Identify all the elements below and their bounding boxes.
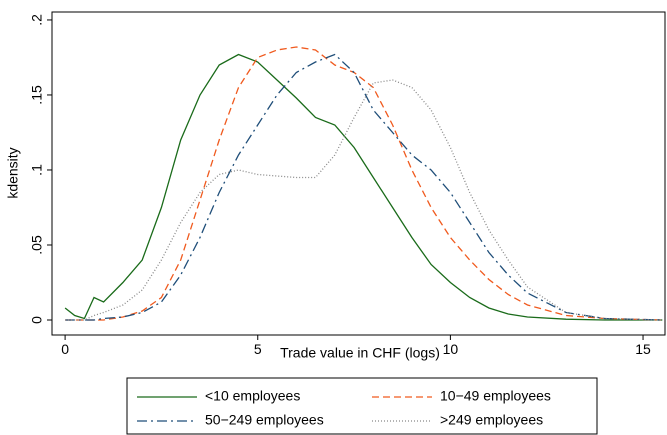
legend-label: >249 employees: [440, 412, 543, 428]
y-tick-label: .2: [29, 14, 45, 26]
x-axis-title: Trade value in CHF (logs): [280, 345, 440, 361]
series-line: [64, 53, 663, 321]
legend-label: 10−49 employees: [440, 388, 551, 404]
legend-label: 50−249 employees: [205, 412, 324, 428]
y-tick-label: .1: [29, 164, 45, 176]
y-tick-label: .05: [29, 235, 45, 255]
series-line: [65, 53, 663, 321]
y-tick-label: 0: [29, 316, 45, 324]
x-tick-label: 10: [443, 341, 459, 357]
plot-frame: [51, 11, 666, 336]
y-axis-title: kdensity: [5, 147, 21, 198]
legend-box: [126, 377, 598, 435]
x-tick-label: 5: [254, 341, 262, 357]
y-tick-label: .15: [29, 85, 45, 105]
series-line: [65, 79, 663, 321]
series-line: [65, 46, 663, 321]
x-tick-label: 0: [61, 341, 69, 357]
x-tick-label: 15: [635, 341, 651, 357]
legend-label: <10 employees: [205, 388, 300, 404]
